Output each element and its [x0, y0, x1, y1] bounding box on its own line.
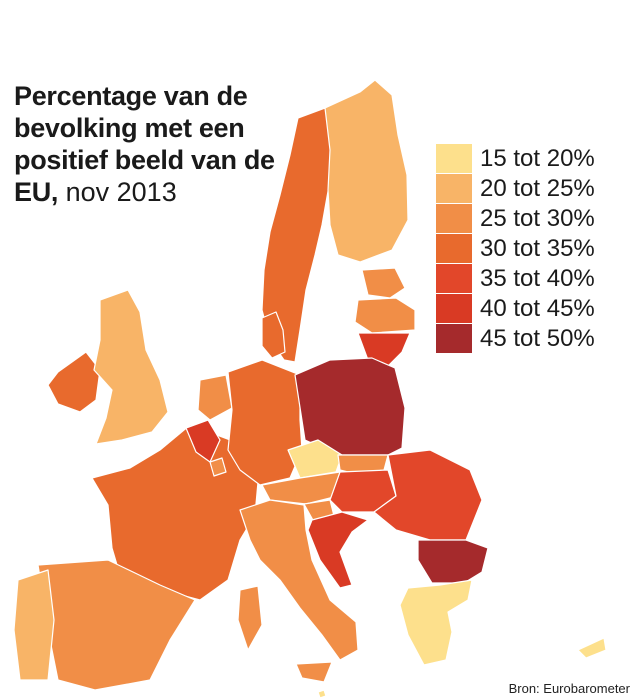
legend: 15 tot 20% 20 tot 25% 25 tot 30% 30 tot … [436, 144, 595, 353]
country-netherlands [197, 374, 233, 421]
country-luxembourg [209, 457, 227, 477]
country-germany [227, 359, 303, 486]
legend-label-7: 45 tot 50% [480, 324, 595, 352]
legend-swatch-6 [436, 294, 472, 323]
legend-label-3: 25 tot 30% [480, 204, 595, 232]
legend-label-6: 40 tot 45% [480, 294, 595, 322]
legend-label-4: 30 tot 35% [480, 234, 595, 262]
map-title-main: Percentage van de bevolking met een posi… [14, 81, 275, 207]
legend-label-2: 20 tot 25% [480, 174, 595, 202]
country-finland [324, 79, 409, 263]
legend-swatch-1 [436, 144, 472, 173]
legend-swatch-7 [436, 324, 472, 353]
legend-item-2: 20 tot 25% [436, 174, 595, 203]
legend-label-1: 15 tot 20% [480, 144, 595, 172]
country-poland [294, 357, 406, 456]
legend-swatch-2 [436, 174, 472, 203]
country-spain [37, 559, 196, 691]
legend-swatch-5 [436, 264, 472, 293]
legend-item-5: 35 tot 40% [436, 264, 595, 293]
country-italy-sicily [295, 661, 333, 683]
country-malta [317, 689, 327, 699]
country-bulgaria [417, 539, 489, 584]
legend-item-6: 40 tot 45% [436, 294, 595, 323]
source-credit: Bron: Eurobarometer [508, 681, 630, 696]
legend-swatch-4 [436, 234, 472, 263]
legend-swatch-3 [436, 204, 472, 233]
country-greece [399, 579, 473, 666]
country-croatia [307, 511, 369, 589]
legend-item-4: 30 tot 35% [436, 234, 595, 263]
country-uk [93, 289, 169, 445]
legend-item-3: 25 tot 30% [436, 204, 595, 233]
country-italy [239, 499, 359, 661]
country-ireland [47, 351, 101, 413]
country-estonia [361, 267, 406, 299]
country-cyprus [577, 637, 607, 659]
legend-item-1: 15 tot 20% [436, 144, 595, 173]
map-title-date: nov 2013 [58, 177, 177, 207]
country-belgium [185, 419, 221, 463]
map-title: Percentage van de bevolking met een posi… [14, 80, 294, 208]
country-denmark [261, 311, 286, 359]
country-portugal [13, 569, 55, 681]
legend-label-5: 35 tot 40% [480, 264, 595, 292]
legend-item-7: 45 tot 50% [436, 324, 595, 353]
country-latvia [354, 297, 416, 334]
country-italy-sardinia [237, 585, 263, 651]
